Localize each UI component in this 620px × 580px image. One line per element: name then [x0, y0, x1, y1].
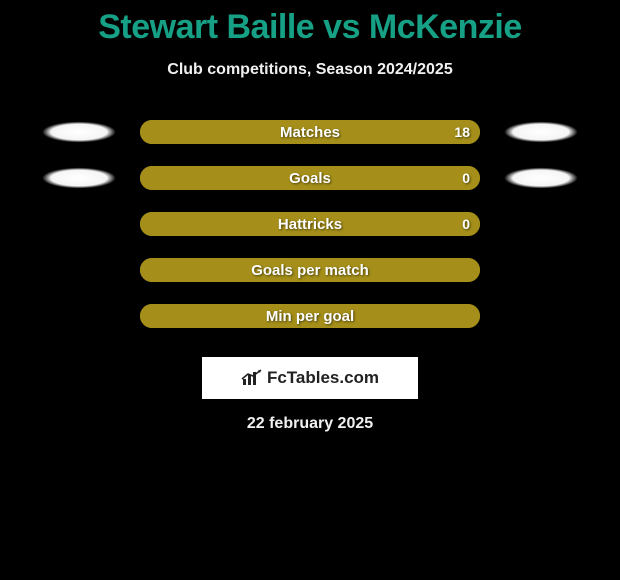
avatar-empty-slot	[28, 252, 130, 288]
stat-bar-label: Min per goal	[266, 308, 354, 325]
stat-row: Goals 0	[0, 155, 620, 201]
comparison-subtitle: Club competitions, Season 2024/2025	[0, 61, 620, 79]
avatar-empty-slot	[490, 206, 592, 242]
stat-rows: Matches 18 Goals 0 Hattricks 0 Goals per match…	[0, 109, 620, 339]
avatar-empty-slot	[28, 206, 130, 242]
stat-bar-label: Goals	[289, 170, 331, 187]
avatar-empty-slot	[28, 298, 130, 334]
stat-bar-label: Hattricks	[278, 216, 342, 233]
site-logo-text: FcTables.com	[267, 368, 379, 388]
stat-row: Hattricks 0	[0, 201, 620, 247]
stat-row: Matches 18	[0, 109, 620, 155]
player-right-avatar	[490, 160, 592, 196]
stat-bar-value: 0	[462, 170, 470, 186]
stat-bar: Min per goal	[140, 304, 480, 328]
stat-bar-value: 0	[462, 216, 470, 232]
barchart-icon	[241, 369, 263, 387]
avatar-empty-slot	[490, 298, 592, 334]
snapshot-date: 22 february 2025	[0, 415, 620, 433]
stat-bar-label: Matches	[280, 124, 340, 141]
stat-bar-label: Goals per match	[251, 262, 369, 279]
player-left-avatar	[28, 160, 130, 196]
stat-row: Goals per match	[0, 247, 620, 293]
stat-bar: Goals 0	[140, 166, 480, 190]
site-logo: FcTables.com	[202, 357, 418, 399]
stat-bar: Hattricks 0	[140, 212, 480, 236]
stat-row: Min per goal	[0, 293, 620, 339]
avatar-empty-slot	[490, 252, 592, 288]
player-left-avatar	[28, 114, 130, 150]
comparison-title: Stewart Baille vs McKenzie	[0, 0, 620, 47]
player-right-avatar	[490, 114, 592, 150]
stat-bar-value: 18	[454, 124, 470, 140]
stat-bar: Goals per match	[140, 258, 480, 282]
stat-bar: Matches 18	[140, 120, 480, 144]
